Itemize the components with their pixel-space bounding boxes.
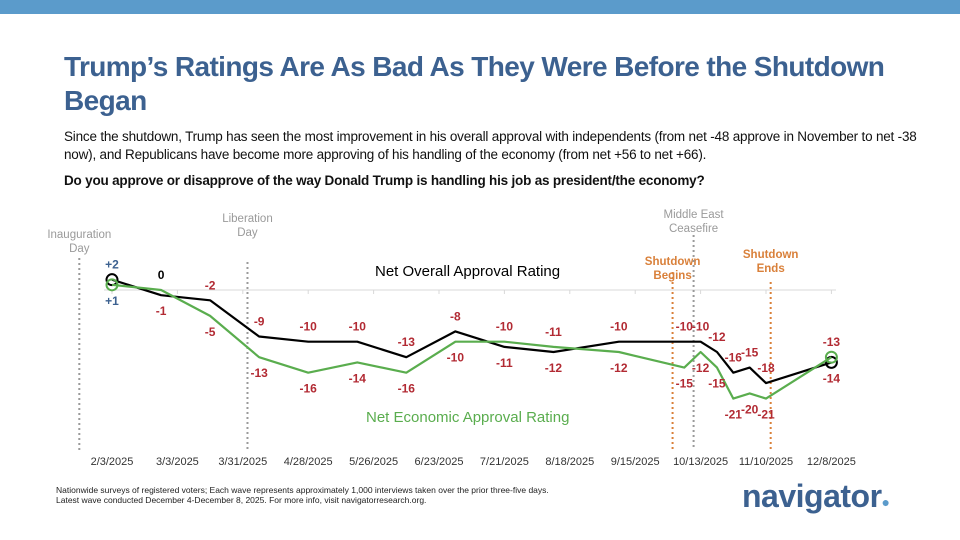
event-label: Day [69, 243, 90, 255]
top-bar [0, 0, 960, 14]
logo-text: navigator [742, 478, 882, 514]
data-label: -13 [823, 335, 841, 349]
data-label: -15 [708, 377, 726, 391]
page-title: Trump’s Ratings Are As Bad As They Were … [64, 51, 885, 116]
data-label: -10 [610, 320, 628, 334]
x-tick-label: 3/3/2025 [156, 456, 199, 468]
x-tick-label: 12/8/2025 [807, 456, 856, 468]
endpoint-marker [105, 278, 119, 292]
data-label: -14 [823, 371, 841, 385]
data-label: +1 [105, 294, 119, 308]
data-label: -16 [398, 382, 416, 396]
data-label: -5 [205, 325, 216, 339]
subtitle: Since the shutdown, Trump has seen the m… [64, 129, 917, 162]
overall-approval-line [111, 278, 832, 385]
data-label: -1 [156, 304, 167, 318]
data-label: -12 [692, 361, 710, 375]
x-tick-label: 3/31/2025 [218, 456, 267, 468]
x-tick-label: 4/28/2025 [284, 456, 333, 468]
logo-dot: ● [881, 494, 890, 510]
data-label: -15 [676, 377, 694, 391]
data-label: 0 [158, 268, 165, 282]
event-label: Liberation [222, 213, 273, 225]
event-label: Begins [653, 270, 691, 282]
footnote-line-1: Nationwide surveys of registered voters;… [56, 485, 549, 495]
data-label: -10 [447, 351, 465, 365]
x-tick-label: 9/15/2025 [611, 456, 660, 468]
data-label: -14 [349, 371, 367, 385]
data-label: -16 [725, 351, 743, 365]
event-label: Inauguration [47, 229, 111, 241]
data-label: -15 [741, 346, 759, 360]
data-label: -11 [496, 356, 513, 370]
data-label: -20 [741, 402, 759, 416]
overall-series-label: Net Overall Approval Rating [375, 263, 560, 280]
data-label: -12 [545, 361, 563, 375]
x-tick-label: 5/26/2025 [349, 456, 398, 468]
event-label: Ends [757, 263, 785, 275]
endpoint-marker [824, 355, 838, 369]
data-label: -12 [610, 361, 628, 375]
data-label: -10 [692, 320, 710, 334]
data-label: +2 [105, 258, 119, 272]
event-label: Middle East [664, 209, 725, 221]
event-label: Day [237, 227, 258, 239]
data-label: -10 [300, 320, 318, 334]
data-label: -8 [450, 309, 461, 323]
x-tick-label: 10/13/2025 [673, 456, 728, 468]
event-label: Shutdown [645, 256, 701, 268]
data-label: -18 [757, 361, 775, 375]
data-label: -21 [757, 408, 775, 422]
footnote: Nationwide surveys of registered voters;… [56, 485, 549, 505]
x-tick-label: 6/23/2025 [415, 456, 464, 468]
survey-question: Do you approve or disapprove of the way … [64, 173, 705, 188]
x-tick-label: 8/18/2025 [545, 456, 594, 468]
data-label: -12 [708, 330, 726, 344]
data-label: -10 [349, 320, 367, 334]
data-label: -21 [725, 408, 743, 422]
event-label: Ceasefire [669, 223, 718, 235]
data-label: -10 [676, 320, 694, 334]
event-label: Shutdown [743, 249, 799, 261]
data-label: -16 [300, 382, 318, 396]
data-label: -10 [496, 320, 514, 334]
endpoint-marker [824, 350, 838, 364]
x-tick-label: 7/21/2025 [480, 456, 529, 468]
economic-approval-line [111, 283, 832, 400]
x-tick-label: 2/3/2025 [91, 456, 134, 468]
economic-series-label: Net Economic Approval Rating [366, 409, 569, 426]
navigator-logo: navigator● [742, 478, 890, 515]
data-label: -11 [545, 325, 562, 339]
x-tick-label: 11/10/2025 [739, 456, 793, 468]
data-label: -2 [205, 278, 216, 292]
data-label: -13 [250, 366, 268, 380]
data-label: -9 [254, 315, 265, 329]
footnote-line-2: Latest wave conducted December 4-Decembe… [56, 495, 427, 505]
data-label: -13 [398, 335, 416, 349]
